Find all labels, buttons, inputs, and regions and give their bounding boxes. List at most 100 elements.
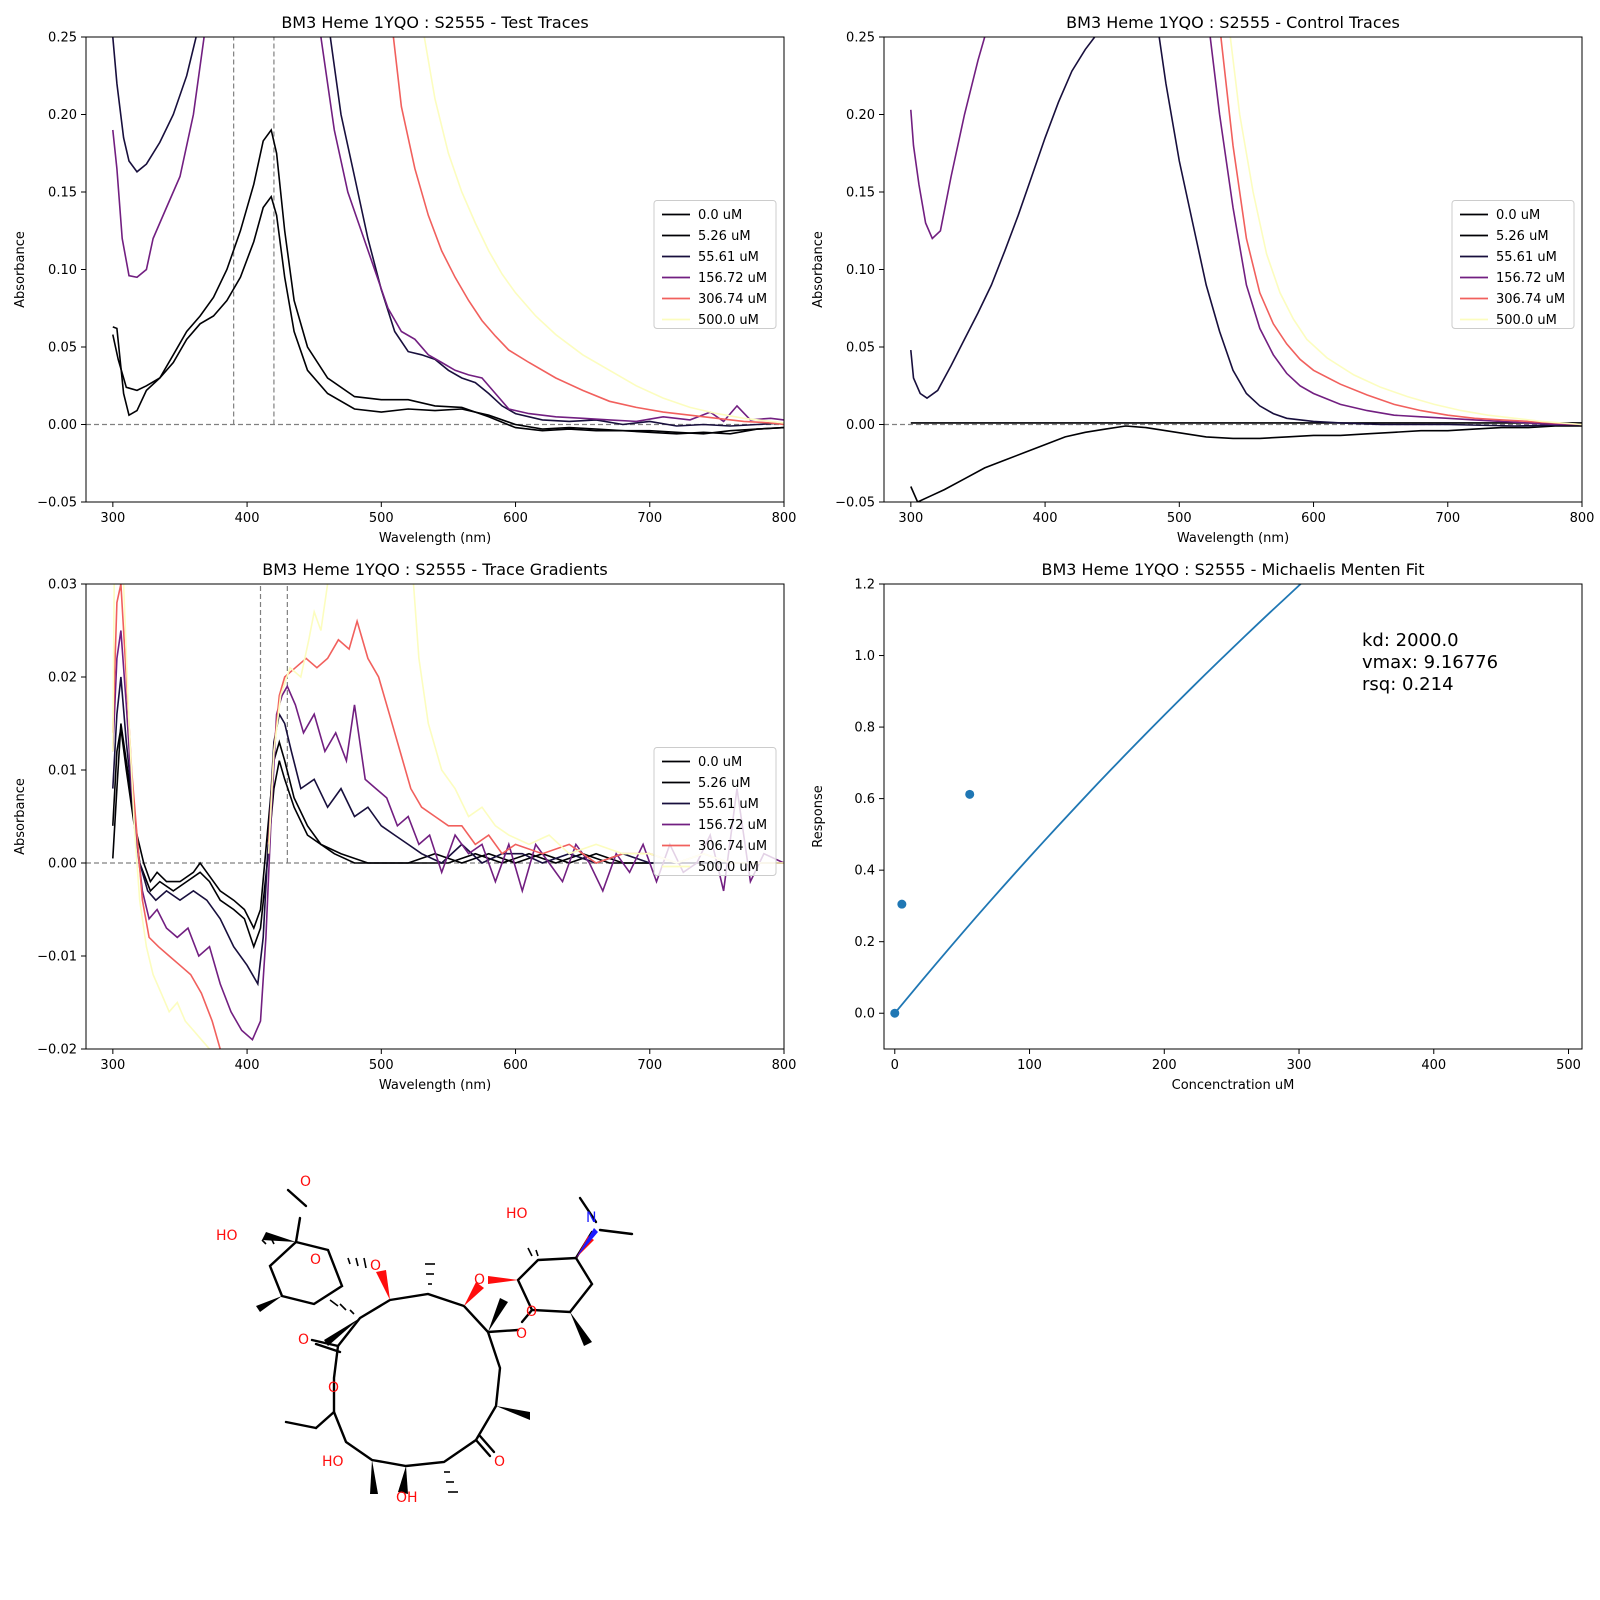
legend-label: 55.61 uM	[698, 250, 759, 265]
legend-label: 500.0 uM	[1496, 313, 1557, 328]
x-tick-label: 600	[503, 1058, 528, 1073]
series-line-2	[112, 676, 784, 987]
y-tick-label: −0.05	[37, 496, 77, 511]
legend-box	[653, 200, 777, 329]
chart-figure: BM3 Heme 1YQO : S2555 - Test Traces 300 40…	[13, 13, 1594, 1093]
series-line-5	[423, 37, 784, 424]
series-line-4	[392, 37, 784, 426]
x-axis-label: Wavelength (nm)	[1177, 531, 1289, 546]
atom-label: O	[516, 1326, 527, 1342]
x-tick-label: 500	[1167, 511, 1192, 526]
legend-label: 55.61 uM	[698, 797, 759, 812]
atom-label: HO	[322, 1454, 344, 1470]
series-line-5	[1229, 37, 1582, 426]
y-tick-label: 1.0	[854, 649, 875, 664]
legend-box	[1451, 200, 1575, 329]
series-line-3	[910, 37, 1582, 426]
series-line-5	[112, 584, 784, 1049]
x-tick-label: 700	[637, 1058, 662, 1073]
y-tick-label: 0.6	[854, 792, 875, 807]
y-tick-label: 0.00	[846, 418, 875, 433]
legend-label: 500.0 uM	[698, 860, 759, 875]
y-tick-label: −0.02	[37, 1043, 77, 1058]
y-tick-label: −0.05	[835, 496, 875, 511]
x-tick-label: 700	[1435, 511, 1460, 526]
atom-label: OH	[396, 1490, 418, 1506]
atom-label: HO	[506, 1206, 528, 1222]
x-tick-label: 500	[369, 511, 394, 526]
legend-label: 156.72 uM	[698, 818, 767, 833]
macrolide-ring	[332, 1292, 502, 1468]
y-axis-label: Response	[811, 785, 826, 847]
y-tick-label: 0.25	[48, 31, 77, 46]
y-tick-label: 0.05	[846, 341, 875, 356]
x-axis-label: Wavelength (nm)	[379, 1078, 491, 1093]
legend-label: 306.74 uM	[1496, 292, 1565, 307]
legend-label: 5.26 uM	[698, 776, 751, 791]
atom-label: O	[298, 1332, 309, 1348]
y-tick-label: −0.01	[37, 950, 77, 965]
x-tick-label: 400	[1421, 1058, 1446, 1073]
legend-label: 5.26 uM	[1496, 229, 1549, 244]
x-tick-label: 300	[1287, 1058, 1312, 1073]
series-line-2	[910, 37, 1582, 427]
legend-label: 306.74 uM	[698, 292, 767, 307]
series-line-0	[112, 723, 784, 931]
legend-label: 5.26 uM	[698, 229, 751, 244]
chart-title: BM3 Heme 1YQO : S2555 - Trace Gradients	[262, 560, 607, 579]
x-tick-label: 800	[772, 511, 797, 526]
x-tick-label: 400	[235, 1058, 260, 1073]
cladinose-ring	[268, 1240, 344, 1306]
x-tick-label: 700	[637, 511, 662, 526]
legend-box	[653, 747, 777, 876]
y-tick-label: 0.0	[854, 1007, 875, 1022]
legend-label: 500.0 uM	[698, 313, 759, 328]
x-tick-label: 100	[1017, 1058, 1042, 1073]
atom-label: O	[300, 1174, 311, 1190]
y-tick-label: 0.2	[854, 935, 875, 950]
x-tick-label: 0	[891, 1058, 899, 1073]
chart-title: BM3 Heme 1YQO : S2555 - Control Traces	[1066, 13, 1400, 32]
fit-annotation: vmax: 9.16776	[1362, 652, 1498, 673]
data-point	[890, 1008, 900, 1018]
y-tick-label: 0.05	[48, 341, 77, 356]
y-tick-label: 0.4	[854, 864, 875, 879]
y-axis-label: Absorbance	[13, 231, 28, 308]
atom-label: O	[474, 1272, 485, 1288]
atom-label: HO	[216, 1228, 238, 1244]
x-tick-label: 400	[235, 511, 260, 526]
y-tick-label: 0.01	[48, 764, 77, 779]
chart-panel-mm: BM3 Heme 1YQO : S2555 - Michaelis Menten…	[811, 560, 1583, 1093]
legend-label: 156.72 uM	[1496, 271, 1565, 286]
y-tick-label: 0.8	[854, 721, 875, 736]
atom-label: O	[494, 1454, 505, 1470]
atom-label: N	[586, 1210, 596, 1226]
plot-area	[86, 37, 784, 435]
atom-label: O	[310, 1252, 321, 1268]
series-line-1	[910, 425, 1582, 502]
chart-panel-control: BM3 Heme 1YQO : S2555 - Control Traces 30…	[811, 13, 1594, 546]
legend-label: 55.61 uM	[1496, 250, 1557, 265]
legend-label: 306.74 uM	[698, 839, 767, 854]
legend-label: 0.0 uM	[698, 208, 742, 223]
y-axis-label: Absorbance	[13, 778, 28, 855]
y-axis-label: Absorbance	[811, 231, 826, 308]
molecule-structure: O HO O O HO N O O O O O HO OH O	[216, 1174, 634, 1506]
legend-label: 156.72 uM	[698, 271, 767, 286]
y-tick-label: 0.10	[48, 263, 77, 278]
atom-label: O	[328, 1380, 339, 1396]
plot-frame	[85, 36, 785, 503]
x-axis-label: Wavelength (nm)	[379, 531, 491, 546]
chart-title: BM3 Heme 1YQO : S2555 - Test Traces	[281, 13, 588, 32]
x-tick-label: 600	[503, 511, 528, 526]
series-line-3	[112, 37, 784, 423]
x-tick-label: 800	[1570, 511, 1595, 526]
y-tick-label: 0.20	[846, 108, 875, 123]
y-tick-label: 0.15	[846, 186, 875, 201]
y-tick-label: 0.10	[846, 263, 875, 278]
series-line-1	[112, 727, 784, 950]
y-tick-label: 0.15	[48, 186, 77, 201]
y-tick-label: 0.25	[846, 31, 875, 46]
plot-frame	[85, 583, 785, 1050]
plot-frame	[883, 36, 1583, 503]
